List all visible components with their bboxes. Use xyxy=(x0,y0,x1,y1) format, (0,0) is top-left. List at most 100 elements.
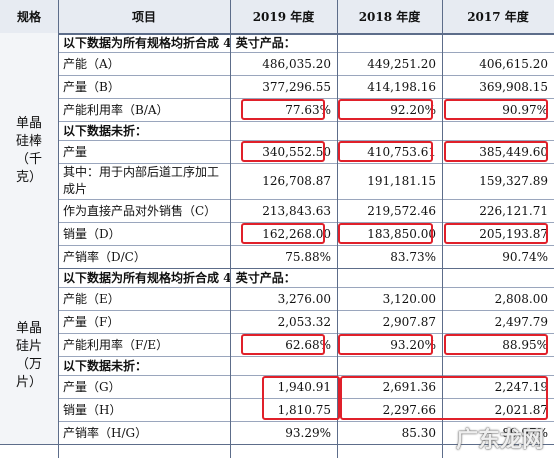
row-divider xyxy=(58,356,554,357)
value-cell: 219,572.46 xyxy=(367,203,436,218)
group-divider xyxy=(0,268,554,269)
header-cell: 2019 年度 xyxy=(230,0,337,33)
row-label: 产量（F） xyxy=(63,315,120,329)
row-label: 产能利用率（F/E） xyxy=(63,338,169,352)
value-cell: 226,121.71 xyxy=(479,203,548,218)
row-divider xyxy=(58,163,554,164)
highlight-box xyxy=(338,334,433,355)
table-row: 产能利用率（F/E） 62.68% 93.20% 88.95% xyxy=(0,333,554,356)
value-cell: 159,327.89 xyxy=(479,174,548,188)
value-cell: 2,497.79 xyxy=(494,314,548,329)
highlight-box xyxy=(444,141,548,162)
row-label: 作为直接产品对外销售（C） xyxy=(63,204,217,218)
value-cell: 126,708.87 xyxy=(262,174,331,188)
highlight-box xyxy=(262,376,340,420)
row-divider xyxy=(58,375,554,376)
table-row: 销量（D） 162,268.00 183,850.00 205,193.87 xyxy=(0,222,554,245)
value-cell: 191,181.15 xyxy=(367,174,436,188)
row-label: 产销率（D/C） xyxy=(63,250,146,264)
table-row: 产量（B） 377,296.55 414,198.16 369,908.15 xyxy=(0,75,554,98)
value-cell: 449,251.20 xyxy=(367,56,436,71)
row-divider xyxy=(58,245,554,246)
highlight-box xyxy=(338,223,433,244)
header-cell: 规格 xyxy=(0,0,58,33)
value-cell: 486,035.20 xyxy=(262,56,331,71)
table-row: 产能（A） 486,035.20 449,251.20 406,615.20 xyxy=(0,52,554,75)
section-title: 以下数据为所有规格均折合成 4 英寸产品： xyxy=(63,36,296,50)
value-cell: 93.29% xyxy=(285,425,331,440)
table-row: 产能利用率（B/A） 77.63% 92.20% 90.97% xyxy=(0,98,554,121)
column-divider xyxy=(230,0,231,458)
highlight-box xyxy=(444,223,548,244)
highlight-box xyxy=(444,99,548,120)
highlight-box xyxy=(241,141,325,162)
highlight-box xyxy=(241,223,325,244)
table-row: 产销率（H/G） 93.29% 85.30 89.97% xyxy=(0,421,554,444)
row-divider xyxy=(58,121,554,122)
header-divider xyxy=(0,33,554,35)
value-cell: 88.95% xyxy=(502,337,548,352)
value-cell: 1,940.91 xyxy=(277,379,331,394)
value-cell: 2,247.19 xyxy=(494,379,548,394)
table-row: 产量 340,552.50 410,753.61 385,449.60 xyxy=(0,140,554,163)
highlight-box xyxy=(338,141,433,162)
row-label: 产量 xyxy=(63,145,88,159)
section-title: 以下数据未折： xyxy=(63,359,148,373)
row-label: 产量（B） xyxy=(63,80,120,94)
value-cell: 340,552.50 xyxy=(262,144,331,159)
header-cell: 2017 年度 xyxy=(442,0,554,33)
value-cell: 213,843.63 xyxy=(262,203,331,218)
value-cell: 85.30 xyxy=(401,425,436,440)
highlight-box xyxy=(241,334,325,355)
highlight-box xyxy=(340,376,548,420)
column-divider xyxy=(442,0,443,458)
column-divider xyxy=(58,0,59,458)
row-label: 产量（G） xyxy=(63,380,121,394)
value-cell: 3,276.00 xyxy=(277,291,331,306)
row-divider xyxy=(58,140,554,141)
row-label: 产能利用率（B/A） xyxy=(63,103,169,117)
row-divider xyxy=(58,222,554,223)
value-cell: 162,268.00 xyxy=(262,226,331,241)
value-cell: 2,691.36 xyxy=(382,379,436,394)
row-label: 产销率（H/G） xyxy=(63,426,148,440)
row-label: 销量（D） xyxy=(63,227,121,241)
table-row: 产销率（D/C） 75.88% 83.73% 90.74% xyxy=(0,245,554,268)
value-cell: 183,850.00 xyxy=(367,226,436,241)
row-divider xyxy=(58,75,554,76)
section-heading: 以下数据未折： xyxy=(0,121,554,140)
table-row: 产量（F） 2,053.32 2,907.87 2,497.79 xyxy=(0,310,554,333)
value-cell: 369,908.15 xyxy=(479,79,548,94)
value-cell: 90.74% xyxy=(502,249,548,264)
value-cell: 75.88% xyxy=(285,249,331,264)
table-row: 销量（H） 1,810.75 2,297.66 2,021.87 xyxy=(0,398,554,421)
highlight-box xyxy=(338,99,433,120)
section-heading: 以下数据为所有规格均折合成 4 英寸产品： xyxy=(0,268,554,287)
value-cell: 406,615.20 xyxy=(479,56,548,71)
value-cell: 83.73% xyxy=(390,249,436,264)
category-label: 单晶硅片（万片） xyxy=(0,268,58,444)
section-heading: 以下数据未折： xyxy=(0,356,554,375)
row-divider xyxy=(58,52,554,53)
highlight-box xyxy=(241,99,325,120)
row-divider xyxy=(58,199,554,200)
value-cell: 77.63% xyxy=(285,102,331,117)
row-divider xyxy=(58,98,554,99)
table-row: 作为直接产品对外销售（C） 213,843.63 219,572.46 226,121… xyxy=(0,199,554,222)
value-cell: 93.20% xyxy=(390,337,436,352)
value-cell: 410,753.61 xyxy=(367,144,436,159)
row-divider xyxy=(58,310,554,311)
section-title: 以下数据为所有规格均折合成 4 英寸产品： xyxy=(63,271,296,285)
value-cell: 3,120.00 xyxy=(382,291,436,306)
section-title: 以下数据未折： xyxy=(63,124,148,138)
category-label: 单晶硅棒（千克） xyxy=(0,33,58,268)
row-divider xyxy=(58,333,554,334)
value-cell: 414,198.16 xyxy=(367,79,436,94)
highlight-box xyxy=(444,334,548,355)
table-row: 其中：用于内部后道工序加工成片 126,708.87 191,181.15 159,3… xyxy=(0,163,554,199)
table-row: 产量（G） 1,940.91 2,691.36 2,247.19 xyxy=(0,375,554,398)
row-divider xyxy=(58,398,554,399)
header-cell: 2018 年度 xyxy=(337,0,442,33)
value-cell: 90.97% xyxy=(502,102,548,117)
